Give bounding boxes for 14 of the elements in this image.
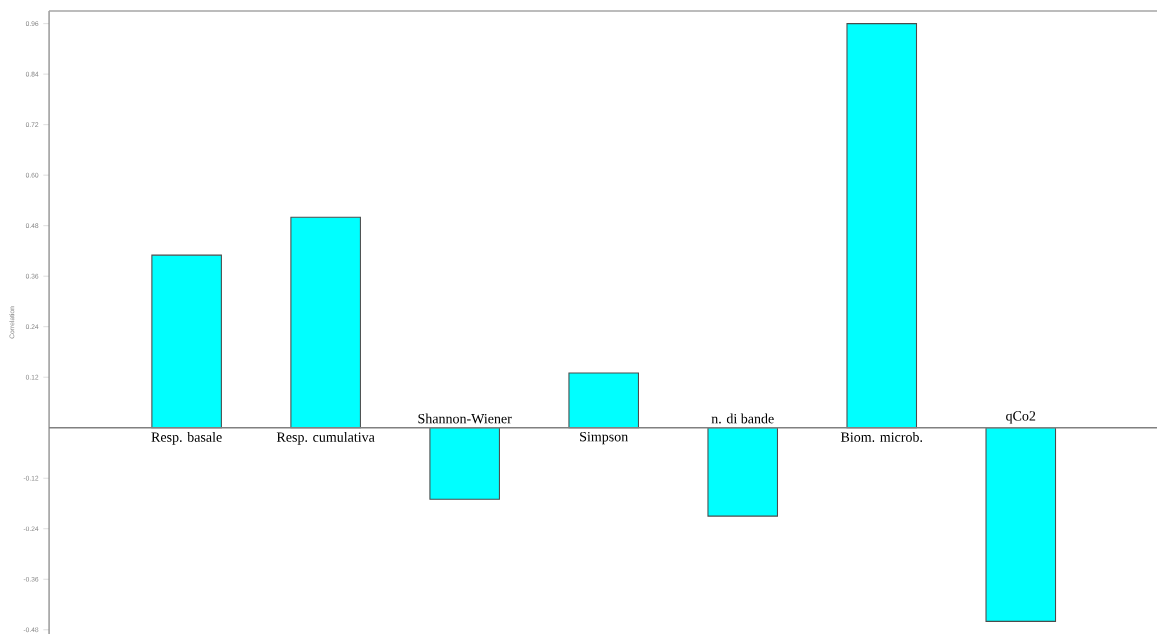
bar bbox=[290, 216, 361, 429]
bar bbox=[707, 427, 779, 517]
bar bbox=[985, 427, 1057, 622]
bar bbox=[568, 372, 639, 429]
x-tick-label: Simpson bbox=[580, 432, 628, 445]
bar bbox=[151, 254, 222, 429]
bar bbox=[429, 427, 500, 500]
x-tick-label: Shannon-Wiener bbox=[418, 413, 512, 424]
x-tick-label: qCo2 bbox=[1006, 411, 1036, 424]
x-tick-label: n. di bande bbox=[711, 413, 774, 424]
x-tick-label: Biom. microb. bbox=[840, 432, 923, 442]
x-tick-label: Resp. cumulativa bbox=[276, 432, 375, 445]
bar bbox=[846, 23, 918, 429]
x-tick-label: Resp. basale bbox=[151, 432, 222, 445]
